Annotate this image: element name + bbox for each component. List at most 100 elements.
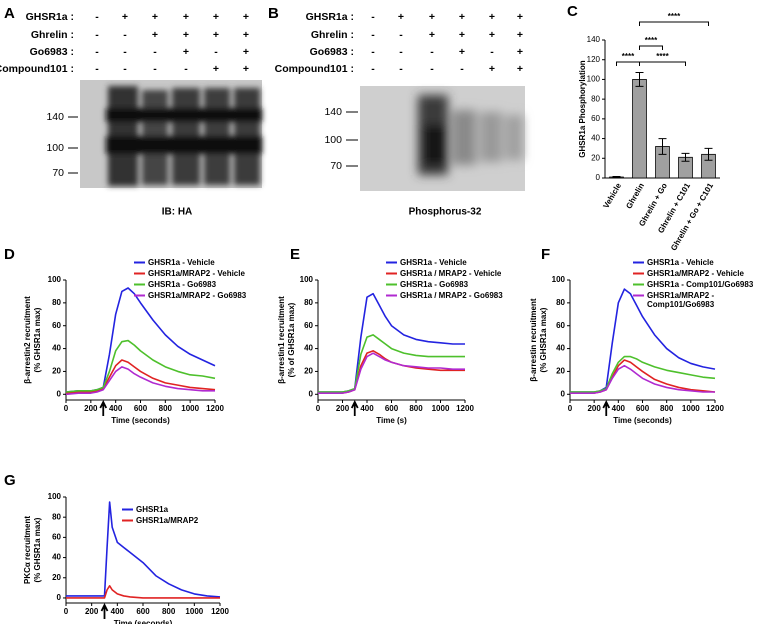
treatment-label: Compound101 : (0, 63, 74, 75)
y-tick-label: 20 (52, 367, 61, 376)
treatment-cell: - (184, 63, 188, 75)
y-axis-label: (% GHSR1a max) (33, 517, 42, 582)
mw-marker: 140 (46, 111, 64, 123)
legend-entry: GHSR1a/MRAP2 - Vehicle (148, 269, 245, 278)
legend-label: GHSR1a - Comp101/Go6983 (647, 280, 754, 289)
y-axis-label: (% GHSR1a max) (539, 307, 548, 372)
y-tick-label: 100 (300, 275, 314, 284)
treatment-cell: + (489, 11, 495, 23)
x-tick-label: 1200 (456, 404, 474, 413)
treatment-cell: - (95, 29, 99, 41)
series-line (318, 334, 465, 393)
y-tick-label: 40 (52, 344, 61, 353)
legend-entry: GHSR1a - Go6983 (148, 280, 216, 289)
legend-label: GHSR1a / MRAP2 - Vehicle (400, 269, 502, 278)
y-tick-label: 0 (309, 389, 314, 398)
y-tick-label: 40 (591, 134, 600, 143)
treatment-cell: - (430, 46, 434, 58)
x-axis-label: Time (seconds) (114, 619, 173, 624)
treatment-cell: + (517, 46, 523, 58)
treatment-cell: + (489, 63, 495, 75)
x-tick-label: 1000 (682, 404, 700, 413)
y-tick-label: 0 (561, 389, 566, 398)
x-tick-label: 0 (64, 607, 69, 616)
treatment-cell: - (95, 63, 99, 75)
y-axis-label: β-arrestin2 recruitment (23, 296, 32, 384)
x-tick-label: 1200 (706, 404, 724, 413)
treatment-cell: - (371, 11, 375, 23)
legend-entry: GHSR1a/MRAP2 - Vehicle (647, 269, 744, 278)
treatment-cell: - (371, 29, 375, 41)
panel-label: C (567, 3, 578, 20)
y-axis-label: (% of GHSR1a max) (287, 302, 296, 377)
treatment-label: GHSR1a : (26, 11, 74, 23)
treatment-cell: + (213, 11, 219, 23)
x-tick-label: 1200 (206, 404, 224, 413)
series-line (66, 501, 221, 598)
x-tick-label: 400 (360, 404, 374, 413)
treatment-cell: - (153, 46, 157, 58)
y-tick-label: 100 (48, 492, 62, 501)
y-tick-label: 80 (52, 512, 61, 521)
error-bar (681, 152, 690, 162)
legend-entry: GHSR1a/MRAP2 - Go6983 (148, 291, 246, 300)
treatment-label: Ghrelin : (31, 29, 74, 41)
x-tick-label: 400 (612, 404, 626, 413)
treatment-label: GHSR1a : (306, 11, 354, 23)
significance-bracket (639, 21, 709, 26)
y-tick-label: 60 (591, 114, 600, 123)
treatment-cell: + (429, 11, 435, 23)
y-axis-label: β-arrestin recruitment (529, 298, 538, 381)
treatment-cell: + (152, 29, 158, 41)
treatment-cell: - (214, 46, 218, 58)
x-tick-label: 200 (587, 404, 601, 413)
y-tick-label: 60 (304, 321, 313, 330)
series-line (318, 292, 465, 393)
treatment-label: Compound101 : (275, 63, 354, 75)
y-tick-label: 40 (52, 553, 61, 562)
error-bar (612, 176, 621, 179)
treatment-cell: + (243, 29, 249, 41)
y-tick-label: 60 (556, 321, 565, 330)
treatment-cell: + (459, 46, 465, 58)
y-tick-label: 100 (552, 275, 566, 284)
treatment-cell: + (517, 11, 523, 23)
x-tick-label: Vehicle (601, 181, 623, 210)
significance-label: **** (645, 36, 658, 45)
legend-entry: GHSR1a - Go6983 (400, 280, 468, 289)
treatment-cell: - (399, 46, 403, 58)
x-tick-label: 1000 (181, 404, 199, 413)
panel-label: F (541, 246, 550, 263)
treatment-label: Ghrelin : (311, 29, 354, 41)
x-tick-label: Ghrelin + Go + C101 (669, 181, 715, 252)
panel-label: D (4, 246, 15, 263)
treatment-cell: + (517, 29, 523, 41)
error-bar (635, 72, 644, 87)
treatment-cell: + (489, 29, 495, 41)
x-tick-label: 600 (385, 404, 399, 413)
treatment-cell: - (430, 63, 434, 75)
legend-label: GHSR1a / MRAP2 - Go6983 (400, 291, 503, 300)
y-tick-label: 0 (57, 593, 62, 602)
y-tick-label: 140 (587, 35, 601, 44)
treatment-cell: - (123, 63, 127, 75)
x-tick-label: 1000 (185, 607, 203, 616)
treatment-cell: + (243, 46, 249, 58)
mw-marker: 100 (324, 134, 342, 146)
treatment-cell: - (399, 29, 403, 41)
series-line (570, 364, 715, 394)
y-tick-label: 20 (591, 153, 600, 162)
series-line (66, 585, 220, 599)
significance-bracket (639, 45, 663, 50)
y-tick-label: 20 (304, 367, 313, 376)
blot-image-b (360, 86, 525, 191)
y-tick-label: 20 (52, 573, 61, 582)
x-axis-label: Time (seconds) (111, 416, 170, 425)
significance-bracket (639, 61, 686, 66)
x-axis-label: Time (s) (376, 416, 407, 425)
bar (632, 79, 647, 179)
x-tick-label: 600 (136, 607, 150, 616)
legend-entry: GHSR1a/MRAP2 - Comp101/Go6983 (647, 291, 714, 309)
legend-entry: GHSR1a - Vehicle (647, 258, 714, 267)
